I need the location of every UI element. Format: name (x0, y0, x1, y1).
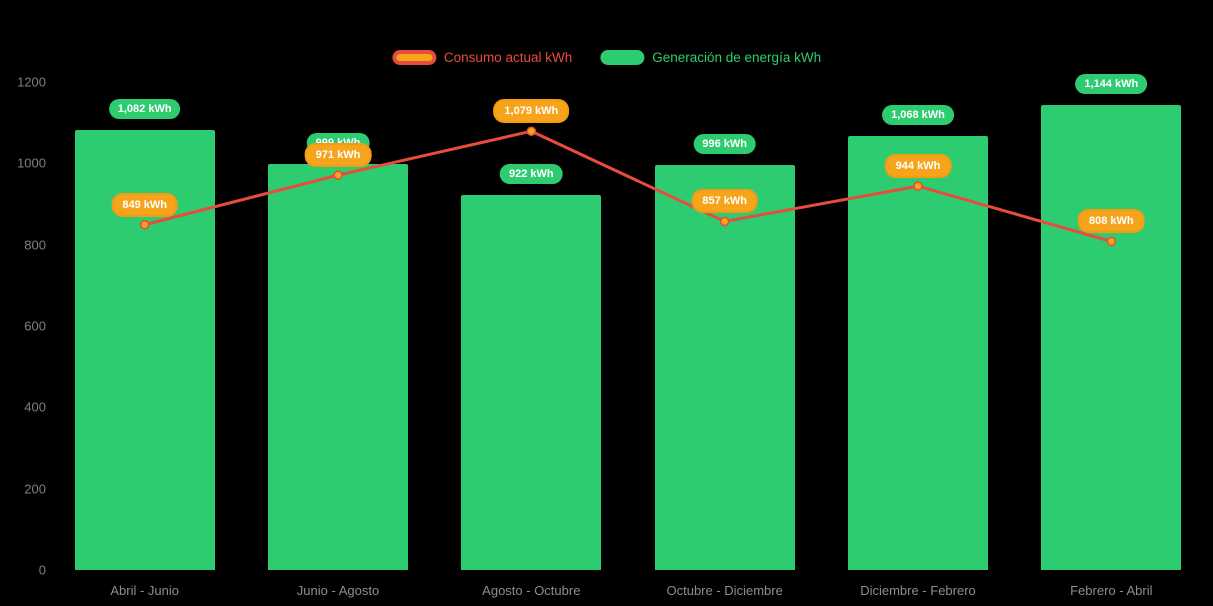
line-value-badge: 971 kWh (304, 143, 372, 168)
y-tick-label: 800 (24, 237, 46, 253)
bar-value-badge: 922 kWh (500, 164, 563, 185)
y-tick-label: 0 (38, 562, 46, 578)
bar-generacion[interactable] (1041, 104, 1182, 570)
line-value-badge: 808 kWh (1078, 209, 1145, 234)
line-value-badge: 849 kWh (111, 192, 178, 217)
legend-item-consumo[interactable]: Consumo actual kWh (391, 50, 573, 65)
bar-value-badge: 1,082 kWh (108, 98, 181, 119)
bar-generacion[interactable] (848, 135, 988, 570)
y-tick-label: 1200 (17, 74, 46, 90)
y-tick-label: 1000 (17, 155, 46, 171)
x-axis-label: Agosto - Octubre (482, 583, 581, 598)
x-axis-label: Diciembre - Febrero (860, 583, 976, 598)
consumo-legend-label: Consumo actual kWh (443, 50, 573, 65)
x-axis-label: Octubre - Diciembre (666, 583, 783, 598)
x-axis-label: Febrero - Abril (1070, 583, 1153, 598)
line-point-marker[interactable] (526, 126, 537, 136)
generacion-legend-label: Generación de energía kWh (652, 50, 822, 65)
line-value-badge: 857 kWh (691, 189, 758, 214)
bar-value-badge: 996 kWh (693, 133, 756, 154)
bar-value-badge: 1,144 kWh (1075, 73, 1148, 94)
x-axis-label: Junio - Agosto (296, 583, 380, 598)
y-tick-label: 200 (24, 481, 46, 497)
legend: Consumo actual kWh Generación de energía… (391, 50, 821, 65)
bar-generacion[interactable] (461, 195, 602, 570)
y-tick-label: 400 (24, 399, 46, 415)
line-value-badge: 1,079 kWh (493, 99, 570, 124)
bar-value-badge: 1,068 kWh (882, 104, 954, 125)
legend-item-generacion[interactable]: Generación de energía kWh (600, 50, 821, 65)
bar-generacion[interactable] (654, 164, 795, 570)
line-value-badge: 944 kWh (884, 154, 952, 179)
generacion-legend-swatch (600, 50, 645, 65)
bar-generacion[interactable] (268, 163, 408, 570)
consumo-legend-swatch (391, 50, 436, 65)
x-axis-label: Abril - Junio (110, 583, 179, 598)
y-tick-label: 600 (24, 318, 46, 334)
